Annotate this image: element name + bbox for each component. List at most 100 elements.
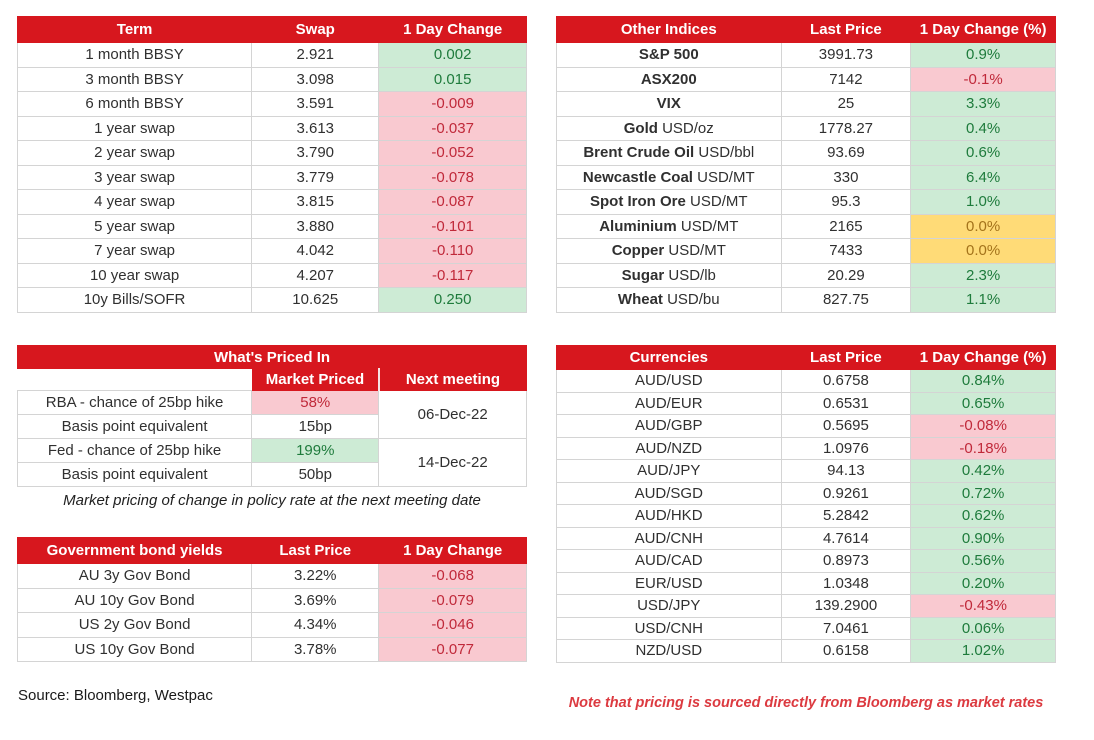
source-text: Source: Bloomberg, Westpac [18, 687, 213, 704]
row-value: 3.779 [251, 164, 380, 190]
row-label: 4 year swap [16, 189, 253, 215]
table-row: Sugar USD/lb 20.29 2.3% [556, 262, 1056, 288]
row-label: AUD/NZD [556, 436, 782, 460]
table-row: Wheat USD/bu 827.75 1.1% [556, 287, 1056, 313]
currencies-body: AUD/USD 0.6758 0.84% AUD/EUR 0.6531 0.65% AUD/… [556, 369, 1056, 663]
table-row: ASX200 7142 -0.1% [556, 66, 1056, 92]
row-label: Wheat USD/bu [556, 287, 782, 313]
table-row: AUD/USD 0.6758 0.84% [556, 369, 1056, 393]
row-change: -0.117 [378, 262, 527, 288]
row-change: 0.0% [910, 213, 1056, 239]
column-header-market-priced: Market Priced [251, 368, 380, 391]
row-value: 15bp [251, 414, 380, 439]
currencies-table: Currencies Last Price 1 Day Change (%) A… [556, 345, 1056, 663]
row-label: S&P 500 [556, 42, 782, 68]
row-value: 25 [780, 91, 912, 117]
row-change: 0.002 [378, 42, 527, 68]
row-value: 4.042 [251, 238, 380, 264]
row-label: USD/JPY [556, 594, 782, 618]
row-value: 4.34% [251, 612, 380, 638]
row-label: AUD/SGD [556, 481, 782, 505]
row-label: 6 month BBSY [16, 91, 253, 117]
row-change: -0.037 [378, 115, 527, 141]
row-value: 10.625 [251, 287, 380, 313]
table-row: VIX 25 3.3% [556, 91, 1056, 117]
row-value: 3.69% [251, 587, 380, 613]
column-header-last-price: Last Price [780, 16, 912, 43]
table-row: Basis point equivalent 15bp [16, 414, 527, 439]
row-change: -0.052 [378, 140, 527, 166]
next-meeting-date: 14-Dec-22 [378, 438, 527, 487]
row-change: -0.009 [378, 91, 527, 117]
column-header-1day-change-pct: 1 Day Change (%) [910, 16, 1056, 43]
row-label: Basis point equivalent [16, 414, 253, 439]
column-header-last-price: Last Price [251, 537, 380, 564]
row-value: 2165 [780, 213, 912, 239]
table-row: Fed - chance of 25bp hike 199% 14-Dec-22 [16, 438, 527, 487]
swaps-table: Term Swap 1 Day Change 1 month BBSY 2.921… [16, 16, 527, 313]
table-row: US 2y Gov Bond 4.34% -0.046 [16, 612, 527, 638]
row-value: 0.6758 [780, 369, 912, 393]
row-value: 2.921 [251, 42, 380, 68]
next-meeting-date: 06-Dec-22 [378, 390, 527, 439]
row-value: 0.5695 [780, 414, 912, 438]
row-value: 1.0976 [780, 436, 912, 460]
row-value: 3.098 [251, 66, 380, 92]
priced-in-header-row: Market Priced Next meeting [16, 368, 527, 391]
table-row: AUD/SGD 0.9261 0.72% [556, 481, 1056, 505]
column-header-1day-change-pct: 1 Day Change (%) [910, 345, 1056, 370]
row-value: 3.22% [251, 563, 380, 589]
table-row: Copper USD/MT 7433 0.0% [556, 238, 1056, 264]
row-change: 0.06% [910, 616, 1056, 640]
table-row: 2 year swap 3.790 -0.052 [16, 140, 527, 166]
row-value: 0.8973 [780, 549, 912, 573]
indices-body: S&P 500 3991.73 0.9% ASX200 7142 -0.1% VIX 25 3.… [556, 42, 1056, 313]
row-change: -0.1% [910, 66, 1056, 92]
currencies-header-row: Currencies Last Price 1 Day Change (%) [556, 345, 1056, 370]
row-value: 3.790 [251, 140, 380, 166]
row-change: -0.08% [910, 414, 1056, 438]
priced-in-title-row: What's Priced In [17, 345, 527, 369]
row-value: 1.0348 [780, 571, 912, 595]
row-label: Gold USD/oz [556, 115, 782, 141]
row-change: -0.077 [378, 636, 527, 662]
row-value: 0.6531 [780, 391, 912, 415]
table-row: AUD/JPY 94.13 0.42% [556, 459, 1056, 483]
row-label: Fed - chance of 25bp hike [16, 438, 253, 463]
table-row: 4 year swap 3.815 -0.087 [16, 189, 527, 215]
row-value: 95.3 [780, 189, 912, 215]
row-label: USD/CNH [556, 616, 782, 640]
row-value: 1778.27 [780, 115, 912, 141]
row-change: 1.02% [910, 639, 1056, 663]
row-label: US 10y Gov Bond [16, 636, 253, 662]
row-change: -0.101 [378, 213, 527, 239]
table-row: 3 month BBSY 3.098 0.015 [16, 66, 527, 92]
bloomberg-note: Note that pricing is sourced directly fr… [568, 695, 1044, 711]
table-row: AUD/EUR 0.6531 0.65% [556, 391, 1056, 415]
row-change: -0.079 [378, 587, 527, 613]
row-label: 10 year swap [16, 262, 253, 288]
row-value: 139.2900 [780, 594, 912, 618]
column-header-currencies: Currencies [556, 345, 782, 370]
table-row: 7 year swap 4.042 -0.110 [16, 238, 527, 264]
row-label: Brent Crude Oil USD/bbl [556, 140, 782, 166]
bonds-header-row: Government bond yields Last Price 1 Day … [16, 537, 527, 564]
row-label: 2 year swap [16, 140, 253, 166]
row-label: AUD/GBP [556, 414, 782, 438]
row-change: 0.015 [378, 66, 527, 92]
table-row: 1 month BBSY 2.921 0.002 [16, 42, 527, 68]
row-label: RBA - chance of 25bp hike [16, 390, 253, 415]
priced-in-caption: Market pricing of change in policy rate … [63, 492, 481, 509]
row-label: AUD/EUR [556, 391, 782, 415]
row-change: 0.62% [910, 504, 1056, 528]
row-change: 0.6% [910, 140, 1056, 166]
row-change: 6.4% [910, 164, 1056, 190]
row-change: -0.046 [378, 612, 527, 638]
table-row: RBA - chance of 25bp hike 58% 06-Dec-22 [16, 390, 527, 439]
row-change: -0.18% [910, 436, 1056, 460]
table-row: S&P 500 3991.73 0.9% [556, 42, 1056, 68]
row-label: AUD/CAD [556, 549, 782, 573]
table-row: AUD/CNH 4.7614 0.90% [556, 526, 1056, 550]
row-value: 199% [251, 438, 380, 463]
